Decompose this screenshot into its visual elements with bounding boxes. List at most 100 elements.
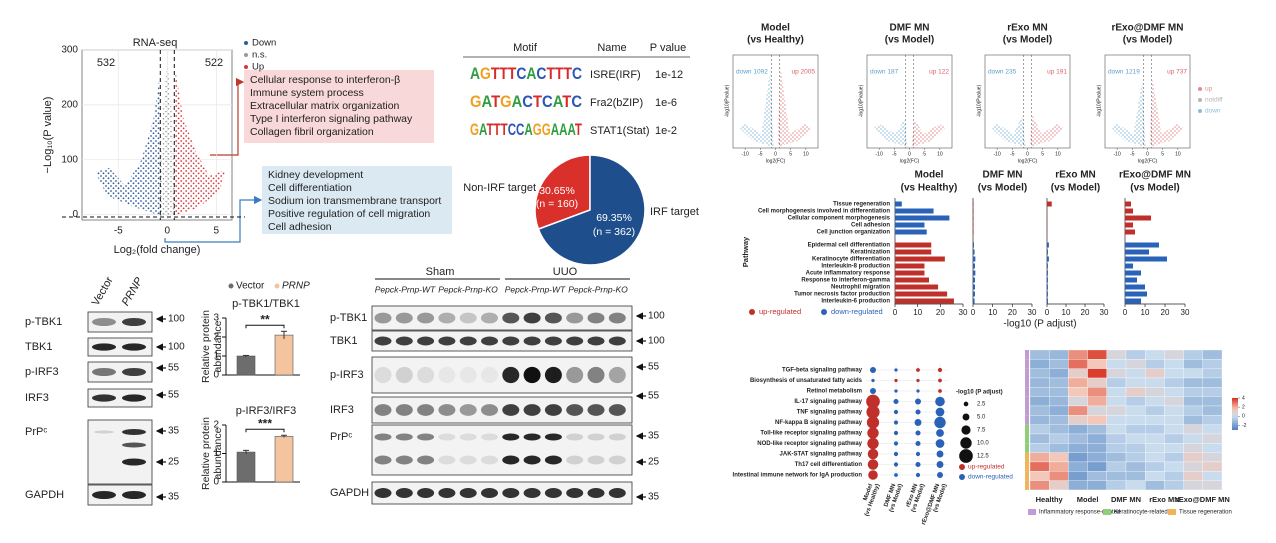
heat-cell xyxy=(1029,349,1050,360)
heat-cell xyxy=(1106,377,1127,388)
heat-cell xyxy=(1049,480,1069,491)
bar xyxy=(895,249,932,255)
x-tick-label: 5 xyxy=(923,151,926,157)
heat-cell xyxy=(1106,452,1127,463)
size-marker: 100 xyxy=(168,342,185,353)
x-tick-label: 20 xyxy=(1161,308,1170,317)
dot xyxy=(867,448,879,460)
count-label: down 187 xyxy=(870,69,899,76)
band xyxy=(438,455,456,465)
y-tick-label: 2 xyxy=(213,332,219,343)
bar xyxy=(1047,256,1049,262)
heat-cell xyxy=(1106,471,1127,481)
legend-dot xyxy=(1198,109,1202,113)
x-tick-label: 5 xyxy=(1041,151,1044,157)
dot xyxy=(894,389,898,393)
blot-frame xyxy=(87,337,153,357)
blot-row-label: PrPᶜ xyxy=(25,426,47,438)
bar xyxy=(1047,277,1048,283)
heat-cell xyxy=(1068,424,1088,435)
count-label: up 191 xyxy=(1047,69,1067,76)
y-tick-label: 100 xyxy=(61,154,78,165)
heat-cell xyxy=(1029,461,1050,472)
size-marker: 35 xyxy=(168,426,180,437)
heat-cell xyxy=(1049,433,1069,444)
band xyxy=(122,394,146,402)
bar xyxy=(1125,263,1133,269)
group-label: Sham xyxy=(426,266,455,278)
band xyxy=(459,336,477,346)
heat-cell xyxy=(1106,359,1127,369)
size-marker: 100 xyxy=(648,336,665,347)
pathway-term: Tumor necrosis factor production xyxy=(794,292,890,298)
legend-title: -log10 (P adjust) xyxy=(956,390,1003,396)
size-marker: 55 xyxy=(648,391,660,402)
heat-cell xyxy=(1049,359,1069,369)
bar xyxy=(274,436,294,483)
band xyxy=(502,336,520,346)
panel-title: Model xyxy=(761,23,790,34)
band xyxy=(122,491,146,499)
x-axis-label: Log₂(fold change) xyxy=(114,244,201,256)
dot xyxy=(914,419,922,426)
heat-cell xyxy=(1202,480,1223,491)
bar xyxy=(895,256,945,262)
legend-label: Vector xyxy=(236,281,265,292)
point-cloud-up xyxy=(911,119,946,147)
bar xyxy=(895,201,902,207)
x-tick-label: 0 xyxy=(971,308,976,317)
band xyxy=(544,404,562,416)
x-tick-label: 30 xyxy=(1181,308,1190,317)
x-tick-label: -5 xyxy=(758,151,763,157)
bar xyxy=(236,355,256,376)
point-cloud-ns xyxy=(159,60,176,216)
y-tick-label: 0 xyxy=(213,477,219,488)
dot xyxy=(894,473,898,477)
heat-cell xyxy=(1068,452,1088,463)
bar xyxy=(274,334,294,376)
row-group-bar xyxy=(1025,359,1029,369)
band xyxy=(459,366,477,384)
panel-title: (vs Healthy) xyxy=(901,183,958,194)
band xyxy=(566,433,584,441)
panel-title: (vs Model) xyxy=(1051,183,1100,194)
group-label: rExo@DMF MN xyxy=(1176,495,1230,504)
size-key xyxy=(959,449,973,463)
band xyxy=(587,366,605,384)
pathway-term: Acute inflammatory response xyxy=(806,271,891,277)
point-cloud-down xyxy=(95,80,162,216)
x-tick-label: 5 xyxy=(1161,151,1164,157)
count-label: down 235 xyxy=(988,69,1017,76)
band xyxy=(523,404,541,416)
motif-name: Fra2(bZIP) xyxy=(590,97,643,109)
dot xyxy=(916,389,920,393)
x-axis-label: log2(FC) xyxy=(1138,158,1158,164)
blot-frame xyxy=(87,484,153,506)
x-axis-label: log2(FC) xyxy=(900,158,920,164)
panel-title: (vs Healthy) xyxy=(747,35,804,46)
heat-cell xyxy=(1068,405,1088,416)
band xyxy=(459,312,477,324)
bar xyxy=(1125,222,1133,228)
band xyxy=(608,455,626,465)
dot xyxy=(866,405,880,419)
blot-frame xyxy=(371,424,633,476)
legend-label: Down xyxy=(252,38,276,49)
row-group-bar xyxy=(1025,443,1029,453)
row-group-bar xyxy=(1025,377,1029,388)
band xyxy=(566,488,584,498)
band xyxy=(417,336,435,346)
dot xyxy=(915,451,921,457)
up-terms-box xyxy=(244,70,434,143)
go-term: Cell differentiation xyxy=(268,182,352,194)
bar xyxy=(1125,291,1147,297)
heat-cell xyxy=(1202,433,1223,444)
size-key xyxy=(963,401,969,407)
heat-cell xyxy=(1183,387,1203,397)
dot xyxy=(935,396,945,407)
dot xyxy=(894,378,898,383)
band xyxy=(395,336,413,346)
dot xyxy=(916,378,920,383)
band xyxy=(523,366,541,384)
heat-cell xyxy=(1087,387,1107,397)
